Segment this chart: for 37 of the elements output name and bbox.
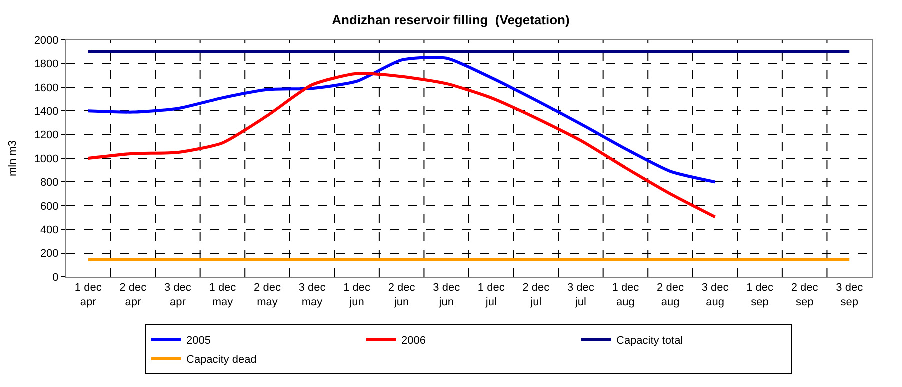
y-tick-label: 1600 bbox=[34, 82, 59, 94]
x-tick-label: 3 dec aug bbox=[702, 282, 730, 308]
x-tick-label: 3 dec apr bbox=[164, 282, 192, 308]
y-tick-label: 200 bbox=[40, 248, 59, 260]
line-series bbox=[86, 72, 717, 219]
x-tick-label: 3 dec jul bbox=[567, 282, 595, 308]
x-tick-label: 2 dec apr bbox=[120, 282, 148, 308]
x-tick-label: 2 dec jul bbox=[522, 282, 550, 308]
x-tick-label: 3 dec sep bbox=[836, 282, 864, 308]
x-tick-label: 3 dec may bbox=[298, 282, 326, 308]
y-tick-label: 1800 bbox=[34, 58, 59, 71]
y-tick-label: 0 bbox=[52, 272, 59, 284]
line-series bbox=[86, 56, 717, 184]
x-tick-label: 2 dec may bbox=[254, 282, 282, 308]
y-tick-label: 400 bbox=[40, 224, 59, 236]
legend-label: Capacity dead bbox=[186, 354, 257, 366]
x-tick-label: 2 dec sep bbox=[791, 282, 819, 308]
chart-title: Andizhan reservoir filling (Vegetation) bbox=[332, 12, 570, 28]
x-tick-label: 2 dec jun bbox=[388, 282, 416, 308]
x-tick-label: 1 dec sep bbox=[746, 282, 774, 308]
y-tick-label: 2000 bbox=[34, 34, 59, 47]
x-tick-label: 1 dec apr bbox=[74, 282, 102, 308]
y-tick-label: 1200 bbox=[34, 130, 59, 142]
x-tick-label: 3 dec jun bbox=[433, 282, 461, 308]
y-tick-label: 800 bbox=[40, 177, 59, 190]
x-tick-label: 2 dec aug bbox=[657, 282, 684, 308]
legend-label: 2005 bbox=[186, 335, 211, 348]
y-axis-title: mln m3 bbox=[6, 140, 19, 177]
legend-label: 2006 bbox=[402, 335, 426, 348]
x-tick-label: 1 dec may bbox=[209, 282, 237, 308]
legend-label: Capacity total bbox=[616, 335, 684, 348]
x-tick-label: 1 dec jun bbox=[344, 282, 372, 308]
x-tick-label: 1 dec jul bbox=[478, 282, 506, 308]
y-tick-label: 600 bbox=[40, 200, 59, 213]
y-tick-label: 1400 bbox=[34, 106, 59, 118]
x-tick-label: 1 dec aug bbox=[612, 282, 640, 308]
y-tick-label: 1000 bbox=[34, 153, 59, 166]
